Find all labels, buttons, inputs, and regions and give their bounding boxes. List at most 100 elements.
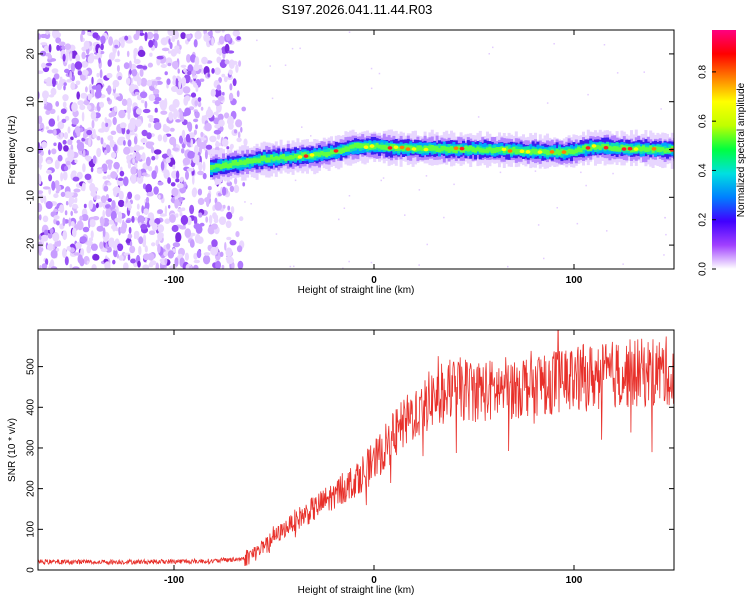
noise-blob: [103, 185, 109, 192]
noise-blob: [207, 186, 212, 191]
noise-blob: [90, 243, 98, 251]
signal-band-cell: [332, 149, 336, 154]
signal-band-cell: [620, 144, 624, 150]
noise-blob: [74, 159, 78, 163]
signal-band-cell: [339, 148, 343, 154]
signal-band-cell: [243, 159, 247, 166]
noise-speck: [443, 216, 445, 219]
noise-blob: [92, 254, 100, 261]
noise-blob: [81, 214, 89, 221]
noise-blob: [187, 150, 195, 159]
noise-blob: [197, 170, 205, 176]
noise-blob: [236, 137, 242, 143]
noise-blob: [57, 154, 63, 162]
signal-band-cell: [567, 148, 571, 154]
noise-blob: [107, 182, 112, 186]
noise-blob: [157, 224, 165, 233]
noise-blob: [176, 183, 184, 189]
signal-band-cell: [210, 164, 213, 170]
signal-band-cell: [514, 148, 518, 155]
noise-blob: [174, 257, 179, 267]
noise-speck: [425, 175, 428, 177]
signal-band-cell: [454, 147, 458, 154]
noise-blob: [165, 157, 171, 164]
signal-band-cell: [382, 144, 386, 150]
signal-band-cell: [474, 147, 477, 153]
noise-blob: [129, 241, 133, 247]
signal-band-cell: [214, 164, 218, 172]
noise-blob: [57, 142, 63, 152]
noise-blob: [83, 203, 87, 209]
noise-blob: [169, 127, 175, 132]
noise-blob: [119, 215, 122, 224]
noise-blob: [49, 228, 54, 234]
signal-band-cell: [483, 148, 487, 153]
noise-blob: [158, 194, 161, 199]
noise-blob: [65, 201, 69, 206]
noise-blob: [56, 32, 62, 38]
signal-band-cell: [457, 145, 461, 151]
signal-band-cell: [495, 147, 499, 153]
noise-blob: [174, 45, 180, 50]
noise-blob: [144, 245, 148, 253]
signal-band-cell: [308, 153, 312, 159]
noise-blob: [48, 43, 52, 53]
noise-blob: [194, 30, 202, 40]
noise-blob: [218, 216, 227, 225]
noise-blob: [116, 96, 123, 101]
noise-blob: [199, 78, 205, 82]
noise-blob: [162, 125, 171, 133]
noise-blob: [107, 246, 112, 253]
snr-x-tick-label: 0: [371, 575, 377, 586]
signal-band-cell: [570, 149, 573, 155]
noise-blob: [168, 204, 171, 209]
noise-blob: [96, 135, 101, 141]
noise-speck: [404, 214, 406, 216]
noise-blob: [72, 176, 80, 182]
noise-blob: [51, 68, 59, 74]
signal-peak: [459, 146, 465, 151]
signal-band-cell: [423, 145, 427, 150]
signal-band-cell: [253, 158, 257, 164]
noise-blob: [114, 58, 121, 63]
noise-blob: [77, 70, 83, 76]
noise-blob: [113, 186, 121, 194]
noise-blob: [235, 119, 243, 128]
noise-speck: [378, 72, 381, 75]
signal-band-cell: [354, 142, 357, 148]
noise-blob: [51, 148, 57, 155]
noise-blob: [66, 246, 72, 251]
signal-band-cell: [385, 145, 389, 151]
noise-blob: [180, 32, 186, 40]
noise-blob: [47, 54, 52, 60]
noise-blob: [101, 121, 105, 130]
noise-blob: [202, 161, 206, 172]
noise-blob: [57, 115, 60, 122]
colorbar: 0.0 0.2 0.4 0.6 0.8 Normalized spectral ampl…: [698, 30, 747, 276]
noise-blob: [216, 133, 221, 140]
signal-band-cell: [488, 146, 492, 152]
signal-peak: [525, 150, 531, 154]
noise-blob: [153, 100, 160, 105]
noise-blob: [200, 131, 204, 137]
signal-band-cell: [380, 144, 384, 150]
colorbar-tick-label: 0.4: [698, 163, 709, 177]
noise-blob: [137, 260, 141, 268]
noise-speck: [256, 39, 258, 42]
signal-peak: [651, 147, 657, 151]
signal-band-cell: [572, 149, 576, 155]
noise-blob: [118, 199, 125, 208]
noise-blob: [139, 68, 144, 77]
noise-blob: [141, 152, 146, 162]
noise-blob: [110, 210, 117, 221]
noise-blob: [243, 138, 248, 146]
noise-blob: [108, 238, 114, 248]
noise-blob: [221, 73, 226, 78]
noise-blob: [107, 135, 114, 141]
signal-band-cell: [274, 156, 278, 160]
signal-band-cell: [601, 143, 605, 148]
spectrogram-x-ticks: -100 0 100: [164, 30, 583, 286]
noise-blob: [202, 172, 207, 180]
noise-blob: [70, 221, 75, 227]
